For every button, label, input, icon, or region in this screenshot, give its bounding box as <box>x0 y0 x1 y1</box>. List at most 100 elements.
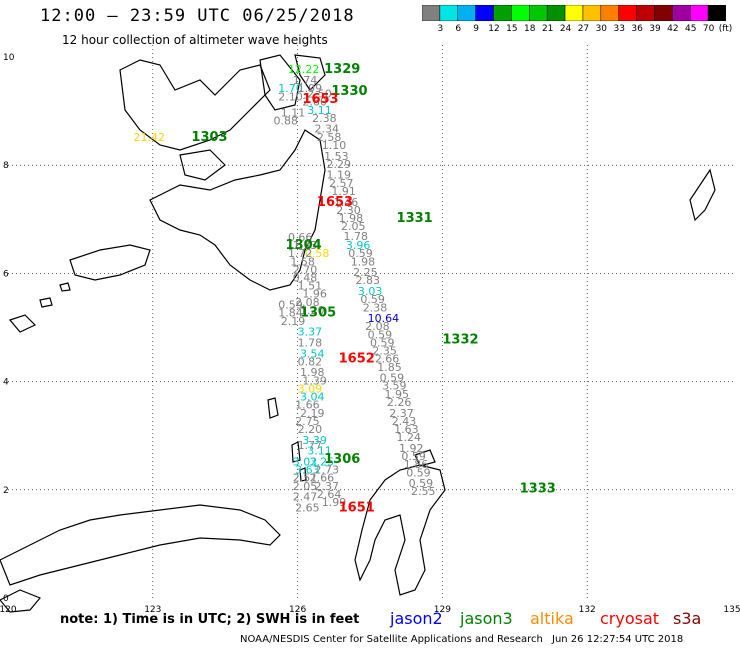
coastline-morotai <box>414 449 436 467</box>
scale-label: 9 <box>473 24 479 34</box>
wave-height-value: 1.63 <box>394 423 419 436</box>
wave-height-value: 3.02 <box>293 455 318 468</box>
wave-height-value: 2.29 <box>327 158 352 171</box>
wave-height-value: 3.09 <box>298 382 323 395</box>
pass-time-label: 1331 <box>397 211 433 226</box>
wave-height-value: 2.73 <box>314 464 339 477</box>
scale-label: 6 <box>455 24 462 34</box>
coastline-bohol <box>179 149 226 181</box>
x-tick-label: 132 <box>579 605 596 615</box>
wave-height-value: 0.59 <box>409 477 434 490</box>
scale-label: 24 <box>559 24 572 34</box>
y-tick-label: 10 <box>3 53 15 63</box>
legend-s3a: s3a <box>673 609 702 628</box>
scale-unit: (ft) <box>718 24 733 34</box>
wave-height-value: 2.66 <box>310 472 335 485</box>
coastlines <box>0 54 716 613</box>
wave-height-value: 2.38 <box>363 301 388 314</box>
scale-label: 36 <box>631 24 643 34</box>
pass-time-label: 1651 <box>339 500 375 515</box>
timestamp: Jun 26 12:27:54 UTC 2018 <box>552 634 684 645</box>
wave-height-value: 3.39 <box>302 434 327 447</box>
wave-height-value: 2.05 <box>341 220 366 233</box>
wave-height-value: 1.46 <box>334 196 359 209</box>
coastline-sulawesi-south <box>0 589 41 613</box>
wave-height-value: 1.58 <box>290 255 315 268</box>
scale-label: 70 <box>702 24 715 34</box>
wave-height-value: 1.11 <box>281 107 306 120</box>
wave-height-value: 3.54 <box>300 347 325 360</box>
pass-time-label: 1304 <box>286 238 322 253</box>
wave-height-value: 1.91 <box>331 185 356 198</box>
wave-height-value: 3.25 <box>310 455 335 468</box>
pass-time-label: 1305 <box>300 306 336 321</box>
pass-time-label: 1303 <box>191 130 227 145</box>
wave-height-value: 2.19 <box>281 315 306 328</box>
wave-height-value: 3.11 <box>307 104 332 117</box>
x-tick-label: 135 <box>723 605 740 615</box>
wave-height-value: 2.70 <box>293 263 318 276</box>
axis-ticks: 120 123 126 129 132 135 0 2 4 6 8 10 <box>0 53 740 615</box>
scale-label: 39 <box>649 24 661 34</box>
wave-height-value: 2.34 <box>314 123 339 136</box>
grid <box>8 45 735 600</box>
wave-height-value: 1.51 <box>298 280 323 293</box>
wave-height-value: 0.82 <box>298 355 323 368</box>
scale-label: 45 <box>685 24 697 34</box>
wave-height-value: 1.10 <box>322 139 347 152</box>
wave-height-value: 0.58 <box>305 247 330 260</box>
wave-height-value: 3.59 <box>382 380 407 393</box>
coastline-leyte <box>259 54 301 111</box>
satellite-pass-labels: 1329133016531303165313311304130513321652… <box>191 62 555 515</box>
coastline-sulawesi <box>0 504 281 586</box>
wave-height-value: 3.37 <box>298 326 323 339</box>
wave-height-value: 2.37 <box>389 407 414 420</box>
wave-height-value: 1.85 <box>377 361 402 374</box>
pass-time-label: 1330 <box>331 84 367 99</box>
wave-height-value: 1.96 <box>302 288 327 301</box>
legend-cryosat: cryosat <box>600 609 660 628</box>
wave-height-value: 2.50 <box>307 88 332 101</box>
scale-label: 21 <box>541 24 554 34</box>
coastline-samar <box>119 59 271 151</box>
coastline-mindanao <box>149 129 326 291</box>
wave-height-value: 0.59 <box>406 466 431 479</box>
wave-height-value: 1.98 <box>300 366 325 379</box>
wave-height-value: 0.88 <box>273 115 298 128</box>
wave-height-value: 2.55 <box>411 485 436 498</box>
wave-height-value: 2.25 <box>353 266 378 279</box>
wave-height-value: 12.22 <box>288 63 320 76</box>
pass-time-label: 1332 <box>442 333 478 348</box>
wave-height-value: 2.47 <box>293 491 318 504</box>
wave-height-value: 0.59 <box>278 299 303 312</box>
y-tick-label: 0 <box>3 594 9 604</box>
wave-height-value: 0.59 <box>368 328 393 341</box>
wave-height-value: 1.70 <box>278 82 303 95</box>
coastline-halmahera <box>354 464 446 596</box>
wave-height-value: 1.99 <box>298 82 323 95</box>
scale-label: 12 <box>488 24 500 34</box>
wave-height-value: 2.05 <box>293 480 318 493</box>
wave-height-value: 21.42 <box>133 131 165 144</box>
wave-height-value: 1.33 <box>293 239 318 252</box>
map-subtitle: 12 hour collection of altimeter wave hei… <box>62 33 328 47</box>
wave-height-value: 0.59 <box>348 247 373 260</box>
wave-height-value: 2.35 <box>372 345 397 358</box>
wave-height-value: 1.77 <box>298 439 323 452</box>
credit-text: NOAA/NESDIS Center for Satellite Applica… <box>240 634 543 645</box>
coastline-sangihe <box>267 397 307 482</box>
map-title: 12:00 – 23:59 UTC 06/25/2018 <box>40 6 355 26</box>
wave-height-value: 1.74 <box>293 74 318 87</box>
y-tick-label: 2 <box>3 486 9 496</box>
wave-height-value: 2.30 <box>336 204 361 217</box>
pass-time-label: 1333 <box>520 482 556 497</box>
x-tick-label: 129 <box>434 605 451 615</box>
y-tick-label: 4 <box>3 378 9 388</box>
wave-height-value: 3.04 <box>300 391 325 404</box>
pass-time-label: 1652 <box>339 352 375 367</box>
wave-height-value: 1.24 <box>397 431 422 444</box>
wave-height-value: 0.66 <box>288 231 313 244</box>
wave-height-observations: 12.221.702.101.741.992.502.603.112.382.3… <box>133 63 435 514</box>
scale-label: 18 <box>524 24 536 34</box>
coastline-northeast <box>294 54 326 91</box>
